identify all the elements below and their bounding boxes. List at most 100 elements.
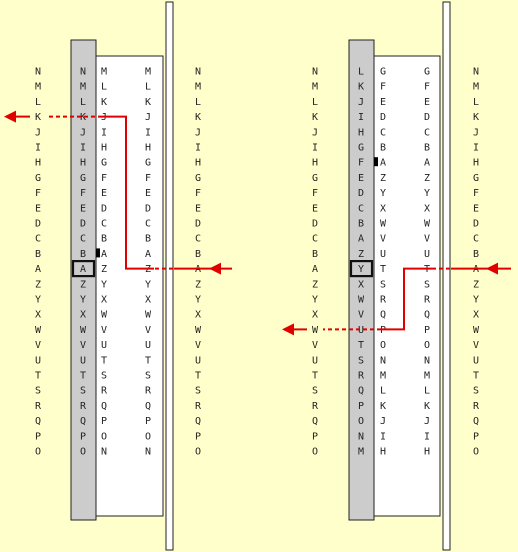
wiring-right-letter-right: Q	[424, 310, 430, 321]
wiring-right-letter-left: P	[145, 416, 151, 427]
wiring-left-letter-right: V	[380, 234, 386, 245]
outer-left-letter-left: Z	[35, 279, 41, 290]
outer-left-letter-left: G	[35, 173, 41, 184]
outer-left-letter-left: E	[35, 203, 41, 214]
outer-right-letter-left: E	[195, 203, 201, 214]
wiring-right-letter-left: R	[145, 386, 152, 397]
ring-window-left	[71, 260, 96, 278]
ring-letter-right: R	[358, 371, 365, 382]
outer-left-letter-right: Q	[312, 416, 318, 427]
ring-letter-right: K	[358, 82, 364, 93]
outer-right-letter-right: J	[473, 127, 479, 138]
wiring-left-letter-right: O	[380, 340, 386, 351]
outer-left-letter-right: E	[312, 203, 318, 214]
ring-letter-left: T	[80, 371, 86, 382]
ring-letter-left: M	[80, 82, 86, 93]
wiring-left-letter-left: R	[101, 386, 108, 397]
wiring-left-letter-left: Z	[101, 264, 107, 275]
ring-letter-right: D	[358, 188, 364, 199]
outer-left-letter-right: H	[312, 158, 318, 169]
wiring-left-letter-right: Y	[380, 188, 386, 199]
outer-right-letter-left: H	[195, 158, 201, 169]
outer-left-letter-right: G	[312, 173, 318, 184]
outer-left-letter-right: J	[312, 127, 318, 138]
outer-left-letter-left: K	[35, 112, 41, 123]
wiring-left-letter-right: L	[380, 386, 386, 397]
outer-right-letter-right: U	[473, 355, 479, 366]
outer-right-letter-right: M	[473, 82, 479, 93]
outer-right-letter-left: V	[195, 340, 201, 351]
wiring-right-letter-left: E	[145, 188, 151, 199]
outer-right-letter-left: Z	[195, 279, 201, 290]
ring-letter-left: J	[80, 127, 86, 138]
ring-letter-right: Q	[358, 386, 364, 397]
outer-left-letter-right: I	[312, 143, 318, 154]
wiring-right-letter-left: X	[145, 295, 151, 306]
wiring-left-letter-left: X	[101, 295, 107, 306]
outer-left-letter-right: Z	[312, 279, 318, 290]
outer-right-letter-left: O	[195, 447, 201, 458]
outer-right-letter-right: K	[473, 112, 479, 123]
outer-left-letter-left: B	[35, 249, 41, 260]
ring-letter-right: E	[358, 173, 364, 184]
outer-left-letter-left: X	[35, 310, 41, 321]
wiring-left-letter-right: T	[380, 264, 386, 275]
ring-letter-right: Y	[358, 264, 364, 275]
signal-in-arrowhead-left	[209, 262, 221, 275]
wiring-left-letter-right: I	[380, 431, 386, 442]
outer-right-letter-left: I	[195, 143, 201, 154]
wiring-left-letter-left: A	[101, 249, 107, 260]
outer-right-letter-right: X	[473, 310, 479, 321]
wiring-left-letter-left: L	[101, 82, 107, 93]
outer-left-letter-right: C	[312, 234, 318, 245]
ring-letter-right: O	[358, 416, 364, 427]
outer-left-letter-left: U	[35, 355, 41, 366]
ring-letter-left: U	[80, 355, 86, 366]
wiring-right-letter-right: L	[424, 386, 430, 397]
ring-letter-right: B	[358, 219, 364, 230]
outer-left-letter-right: S	[312, 386, 318, 397]
outer-left-letter-left: H	[35, 158, 41, 169]
outer-left-letter-right: K	[312, 112, 318, 123]
ring-letter-left: N	[80, 67, 86, 78]
wiring-left-letter-left: C	[101, 219, 107, 230]
outer-right-letter-right: T	[473, 371, 479, 382]
outer-right-letter-left: R	[195, 401, 202, 412]
ring-letter-left: C	[80, 234, 86, 245]
outer-left-letter-left: L	[35, 97, 41, 108]
ring-letter-left: A	[80, 264, 86, 275]
wiring-left-letter-right: C	[380, 127, 386, 138]
outer-right-letter-left: G	[195, 173, 201, 184]
wiring-right-letter-left: M	[145, 67, 151, 78]
ring-letter-right: C	[358, 203, 364, 214]
wiring-right-letter-right: Z	[424, 173, 430, 184]
outer-left-letter-left: R	[35, 401, 42, 412]
outer-left-letter-left: S	[35, 386, 41, 397]
outer-left-letter-right: W	[312, 325, 319, 336]
wiring-left-letter-left: Q	[101, 401, 107, 412]
wiring-right-letter-left: N	[145, 447, 151, 458]
outer-right-letter-left: F	[195, 188, 201, 199]
outer-left-letter-left: F	[35, 188, 41, 199]
ring-letter-right: N	[358, 431, 364, 442]
notch-marker-left	[96, 248, 100, 258]
wiring-right-letter-left: C	[145, 219, 151, 230]
alphabet-ring-right	[348, 39, 375, 521]
wiring-left-letter-right: M	[380, 371, 386, 382]
ring-letter-right: Z	[358, 249, 364, 260]
rotor-wire-left	[102, 115, 154, 270]
outer-right-letter-left: Q	[195, 416, 201, 427]
ring-letter-left: V	[80, 340, 86, 351]
ring-letter-right: H	[358, 127, 364, 138]
outer-right-letter-right: G	[473, 173, 479, 184]
wiring-left-letter-left: T	[101, 355, 107, 366]
outer-right-letter-left: W	[195, 325, 202, 336]
ring-letter-left: W	[80, 325, 87, 336]
wiring-left-letter-right: B	[380, 143, 386, 154]
ring-letter-left: D	[80, 219, 86, 230]
outer-left-letter-left: I	[35, 143, 41, 154]
wiring-left-letter-left: M	[101, 67, 107, 78]
ring-letter-left: Z	[80, 279, 86, 290]
outer-right-letter-right: F	[473, 188, 479, 199]
wiring-left-letter-left: K	[101, 97, 107, 108]
